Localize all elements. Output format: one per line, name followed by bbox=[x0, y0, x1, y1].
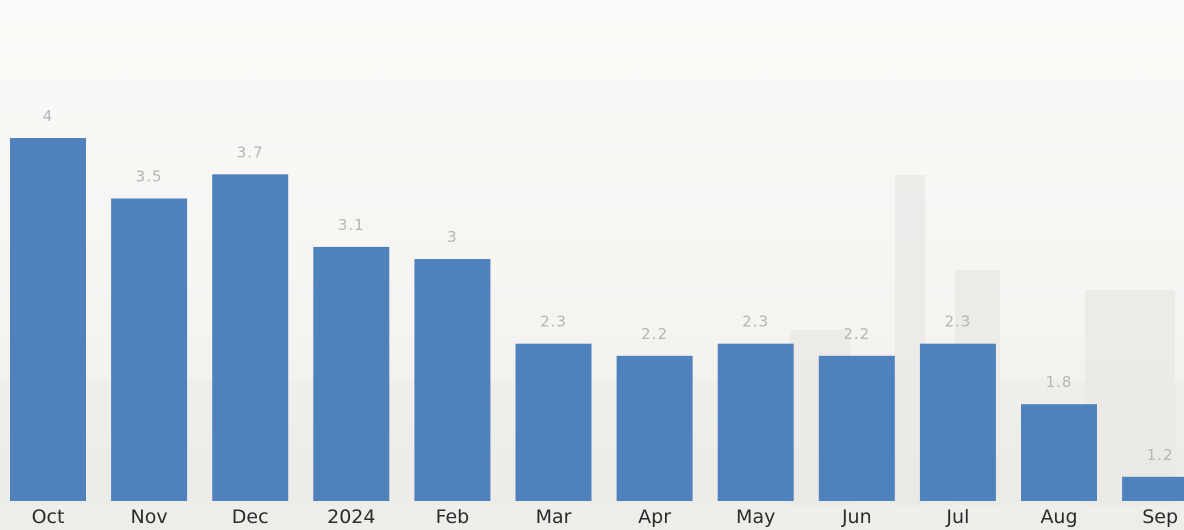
value-label: 3.1 bbox=[338, 216, 365, 234]
value-label: 4 bbox=[43, 107, 54, 125]
bar bbox=[111, 199, 187, 502]
x-tick-label: Jun bbox=[841, 506, 872, 528]
value-label: 1.8 bbox=[1046, 373, 1073, 391]
x-tick-label: May bbox=[736, 506, 775, 528]
x-tick-label: Nov bbox=[131, 506, 168, 528]
bar bbox=[414, 259, 490, 501]
bar bbox=[212, 174, 288, 501]
bar bbox=[920, 344, 996, 501]
bar bbox=[1122, 477, 1184, 501]
x-tick-label: Jul bbox=[945, 506, 969, 528]
bar bbox=[1021, 404, 1097, 501]
value-label: 2.3 bbox=[742, 313, 769, 331]
chart: 4 Oct 3.5 Nov 3.7 Dec 3.1 2024 3 Feb 2.3 Mar 2.2 Apr 2… bbox=[0, 0, 1184, 530]
x-tick-label: Feb bbox=[436, 506, 470, 528]
value-label: 3.7 bbox=[237, 143, 264, 161]
x-tick-label: Mar bbox=[536, 506, 572, 528]
x-tick-label: Sep bbox=[1142, 506, 1178, 528]
page: 4 Oct 3.5 Nov 3.7 Dec 3.1 2024 3 Feb 2.3 Mar 2.2 Apr 2… bbox=[0, 0, 1184, 530]
value-label: 2.3 bbox=[540, 313, 567, 331]
bar bbox=[718, 344, 794, 501]
x-tick-label: 2024 bbox=[327, 506, 375, 528]
value-label: 3.5 bbox=[136, 168, 163, 186]
value-label: 2.2 bbox=[843, 325, 870, 343]
x-tick-label: Apr bbox=[638, 506, 671, 528]
bar bbox=[10, 138, 86, 501]
bar bbox=[313, 247, 389, 501]
bar bbox=[617, 356, 693, 501]
value-label: 1.2 bbox=[1147, 446, 1174, 464]
bar bbox=[516, 344, 592, 501]
x-tick-label: Oct bbox=[32, 506, 65, 528]
value-label: 3 bbox=[447, 228, 458, 246]
bar bbox=[819, 356, 895, 501]
value-label: 2.3 bbox=[944, 313, 971, 331]
value-label: 2.2 bbox=[641, 325, 668, 343]
x-tick-label: Dec bbox=[232, 506, 269, 528]
x-tick-label: Aug bbox=[1040, 506, 1077, 528]
